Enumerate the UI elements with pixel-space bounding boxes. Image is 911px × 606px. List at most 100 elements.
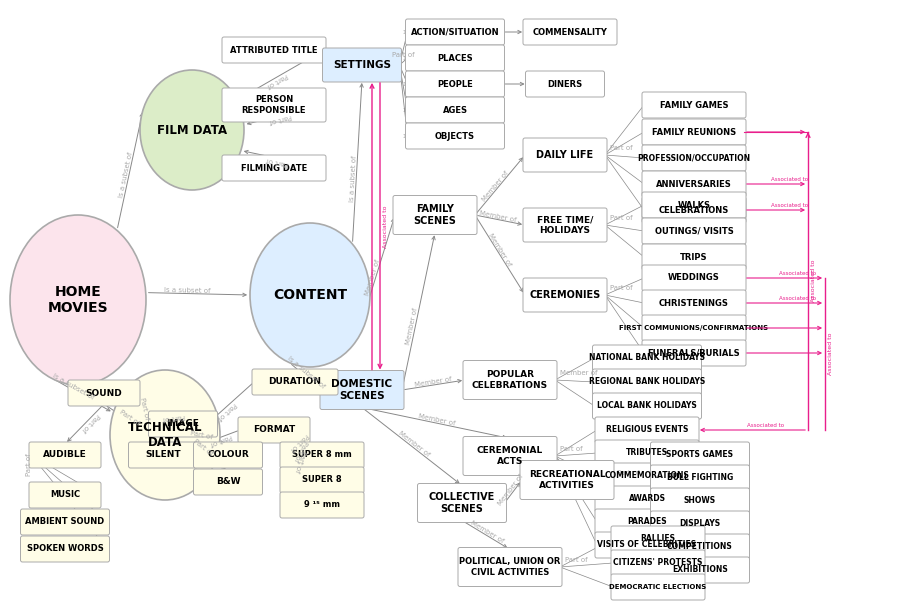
FancyBboxPatch shape <box>610 526 704 552</box>
FancyBboxPatch shape <box>594 417 698 443</box>
FancyBboxPatch shape <box>641 119 745 145</box>
Text: RELIGIOUS EVENTS: RELIGIOUS EVENTS <box>605 425 688 435</box>
Text: COMPETITIONS: COMPETITIONS <box>666 542 732 551</box>
Text: PERSON
RESPONSIBLE: PERSON RESPONSIBLE <box>241 95 306 115</box>
FancyBboxPatch shape <box>193 442 262 468</box>
Text: Part of: Part of <box>139 397 149 420</box>
FancyBboxPatch shape <box>641 315 745 341</box>
Text: Part of: Part of <box>565 557 587 563</box>
Text: Part of: Part of <box>292 440 308 463</box>
FancyBboxPatch shape <box>20 509 109 535</box>
Text: SPORTS GAMES: SPORTS GAMES <box>666 450 732 459</box>
Text: FUNERALS/BURIALS: FUNERALS/BURIALS <box>647 348 740 358</box>
FancyBboxPatch shape <box>20 536 109 562</box>
FancyBboxPatch shape <box>522 138 607 172</box>
FancyBboxPatch shape <box>522 208 607 242</box>
Text: TRIPS: TRIPS <box>680 253 707 262</box>
FancyBboxPatch shape <box>641 192 745 218</box>
FancyBboxPatch shape <box>29 442 101 468</box>
Text: OUTINGS/ VISITS: OUTINGS/ VISITS <box>654 227 732 236</box>
Text: AMBIENT SOUND: AMBIENT SOUND <box>26 518 105 527</box>
Text: SETTINGS: SETTINGS <box>333 60 391 70</box>
Text: Is a subset of: Is a subset of <box>286 355 325 390</box>
FancyBboxPatch shape <box>320 370 404 410</box>
Text: LOCAL BANK HOLIDAYS: LOCAL BANK HOLIDAYS <box>597 402 696 410</box>
Text: DEMOCRATIC ELECTIONS: DEMOCRATIC ELECTIONS <box>609 584 706 590</box>
FancyBboxPatch shape <box>457 547 561 587</box>
Text: CELEBRATIONS: CELEBRATIONS <box>658 205 728 215</box>
Text: Is a subset of: Is a subset of <box>349 155 357 202</box>
Text: Part of: Part of <box>609 145 632 151</box>
Text: POPULAR
CELEBRATIONS: POPULAR CELEBRATIONS <box>471 370 548 390</box>
FancyBboxPatch shape <box>594 509 698 535</box>
FancyBboxPatch shape <box>592 345 701 371</box>
Text: B&W: B&W <box>216 478 240 487</box>
FancyBboxPatch shape <box>641 145 745 171</box>
Text: Member of: Member of <box>487 232 512 267</box>
Text: COMMEMORATIONS: COMMEMORATIONS <box>604 471 689 481</box>
Text: FIRST COMMUNIONS/CONFIRMATIONS: FIRST COMMUNIONS/CONFIRMATIONS <box>619 325 768 331</box>
Text: FAMILY
SCENES: FAMILY SCENES <box>413 204 456 226</box>
Text: REGIONAL BANK HOLIDAYS: REGIONAL BANK HOLIDAYS <box>589 378 704 387</box>
FancyBboxPatch shape <box>594 440 698 466</box>
Text: Associated to: Associated to <box>810 260 815 302</box>
Text: Associated to: Associated to <box>770 177 807 182</box>
Text: Part of: Part of <box>192 438 213 456</box>
FancyBboxPatch shape <box>405 123 504 149</box>
FancyBboxPatch shape <box>405 97 504 123</box>
Text: Part of: Part of <box>609 285 632 291</box>
FancyBboxPatch shape <box>221 155 325 181</box>
Text: CONTENT: CONTENT <box>272 288 347 302</box>
Text: HOME
MOVIES: HOME MOVIES <box>47 285 108 315</box>
Text: 9 ¹⁵ mm: 9 ¹⁵ mm <box>303 501 340 510</box>
FancyBboxPatch shape <box>641 218 745 244</box>
Text: TECHNICAL
DATA: TECHNICAL DATA <box>128 421 202 449</box>
FancyBboxPatch shape <box>610 574 704 600</box>
Text: Part of: Part of <box>189 430 213 441</box>
Text: CEREMONIES: CEREMONIES <box>528 290 600 300</box>
FancyBboxPatch shape <box>594 532 698 558</box>
FancyBboxPatch shape <box>522 278 607 312</box>
FancyBboxPatch shape <box>641 197 745 223</box>
FancyBboxPatch shape <box>610 550 704 576</box>
Text: SILENT: SILENT <box>145 450 180 459</box>
FancyBboxPatch shape <box>405 45 504 71</box>
Text: Member of: Member of <box>405 307 418 345</box>
FancyBboxPatch shape <box>280 442 363 468</box>
FancyBboxPatch shape <box>221 37 325 63</box>
Text: Member of: Member of <box>397 430 430 458</box>
Text: FAMILY GAMES: FAMILY GAMES <box>659 101 728 110</box>
Text: CITIZENS' PROTESTS: CITIZENS' PROTESTS <box>612 559 701 567</box>
FancyBboxPatch shape <box>280 467 363 493</box>
Text: Part of: Part of <box>26 453 32 476</box>
Text: Part of: Part of <box>617 470 639 476</box>
Text: IMAGE: IMAGE <box>167 419 200 428</box>
FancyBboxPatch shape <box>221 88 325 122</box>
FancyBboxPatch shape <box>393 196 476 235</box>
FancyBboxPatch shape <box>525 71 604 97</box>
FancyBboxPatch shape <box>594 486 698 512</box>
Text: SPOKEN WORDS: SPOKEN WORDS <box>26 545 103 553</box>
Text: EXHIBITIONS: EXHIBITIONS <box>671 565 727 574</box>
Text: CEREMONIAL
ACTS: CEREMONIAL ACTS <box>476 446 543 465</box>
Text: Associated to: Associated to <box>770 203 807 208</box>
FancyBboxPatch shape <box>641 290 745 316</box>
Text: Associated to: Associated to <box>779 296 815 301</box>
Text: ANNIVERSARIES: ANNIVERSARIES <box>655 179 731 188</box>
FancyBboxPatch shape <box>417 484 506 522</box>
Ellipse shape <box>110 370 220 500</box>
Text: Associated to: Associated to <box>383 205 387 247</box>
Text: Is a subset of: Is a subset of <box>118 152 134 199</box>
Ellipse shape <box>140 70 244 190</box>
Text: Associated to: Associated to <box>747 423 783 428</box>
FancyBboxPatch shape <box>641 265 745 291</box>
FancyBboxPatch shape <box>522 19 617 45</box>
Text: SUPER 8: SUPER 8 <box>302 476 342 485</box>
Text: Part of: Part of <box>210 433 232 447</box>
Text: MUSIC: MUSIC <box>50 490 80 499</box>
Text: WALKS: WALKS <box>677 201 710 210</box>
Text: Part of: Part of <box>269 113 292 124</box>
FancyBboxPatch shape <box>29 482 101 508</box>
Ellipse shape <box>250 223 370 367</box>
Text: POLITICAL, UNION OR
CIVIL ACTIVITIES: POLITICAL, UNION OR CIVIL ACTIVITIES <box>459 558 560 577</box>
